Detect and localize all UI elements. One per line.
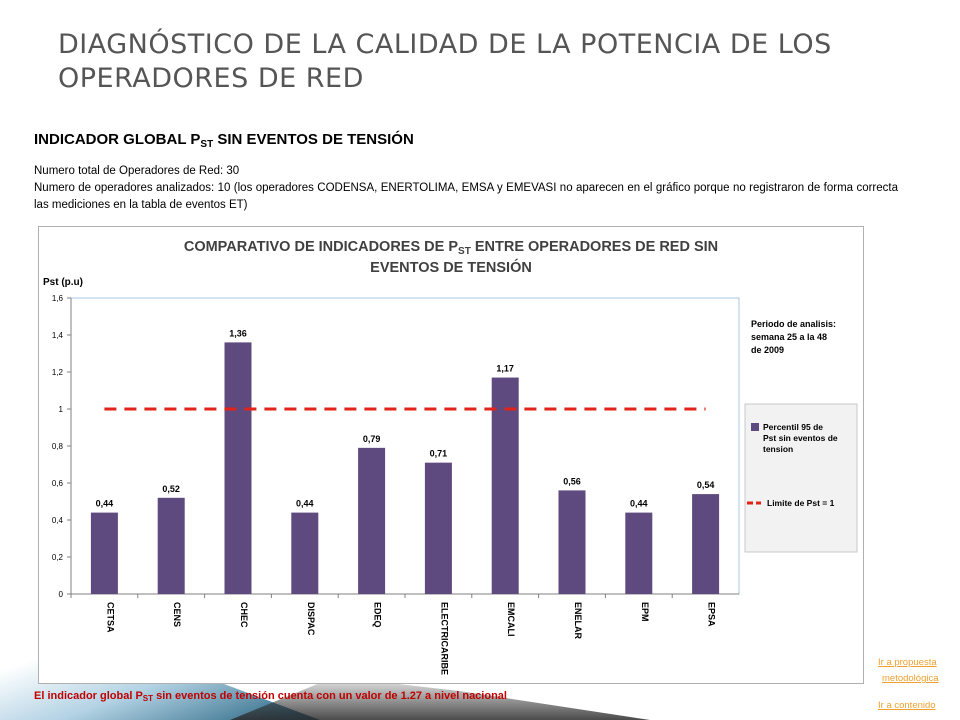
bar bbox=[90, 512, 118, 594]
bar-value-label: 0,79 bbox=[363, 434, 381, 444]
bar-value-label: 0,56 bbox=[563, 476, 581, 486]
bar-value-label: 1,36 bbox=[229, 328, 247, 338]
bar-value-label: 0,71 bbox=[430, 449, 448, 459]
bar bbox=[625, 512, 653, 594]
chart-title-prefix: COMPARATIVO DE INDICADORES DE P bbox=[184, 239, 459, 255]
period-annotation-line: de 2009 bbox=[751, 345, 784, 355]
x-category-label: CETSA bbox=[105, 602, 115, 633]
bar-value-label: 1,17 bbox=[496, 364, 514, 374]
y-tick-label: 0 bbox=[59, 590, 64, 599]
chart-title-line2: EVENTOS DE TENSIÓN bbox=[370, 258, 532, 276]
bar-value-label: 0,44 bbox=[630, 499, 648, 509]
legend-swatch-bar bbox=[751, 423, 759, 431]
legend-label-bar: Percentil 95 de bbox=[763, 422, 823, 432]
section-heading: INDICADOR GLOBAL PST SIN EVENTOS DE TENS… bbox=[34, 131, 414, 150]
page-title: DIAGNÓSTICO DE LA CALIDAD DE LA POTENCIA… bbox=[58, 29, 832, 94]
x-category-label: EPM bbox=[640, 602, 650, 622]
chart-title-subscript: ST bbox=[458, 246, 471, 257]
chart-container: COMPARATIVO DE INDICADORES DE PST ENTRE … bbox=[38, 226, 864, 684]
info-text: Numero total de Operadores de Red: 30 Nu… bbox=[34, 163, 898, 214]
bar-value-label: 0,44 bbox=[296, 499, 314, 509]
chart-title-line1: COMPARATIVO DE INDICADORES DE PST ENTRE … bbox=[184, 239, 718, 257]
bar bbox=[692, 494, 720, 594]
y-tick-label: 0,6 bbox=[52, 479, 64, 488]
bar-value-label: 0,52 bbox=[162, 484, 180, 494]
legend-label-bar: tension bbox=[763, 444, 793, 454]
bar-value-label: 0,44 bbox=[96, 499, 114, 509]
bar-value-label: 0,54 bbox=[697, 480, 715, 490]
x-category-label: ENELAR bbox=[573, 602, 583, 640]
bar bbox=[491, 377, 519, 594]
legend-box bbox=[744, 403, 858, 553]
y-tick-label: 0,2 bbox=[52, 553, 64, 562]
y-tick-label: 1,4 bbox=[52, 331, 64, 340]
bar bbox=[558, 490, 586, 594]
footnote-prefix: El indicador global P bbox=[34, 690, 143, 702]
y-tick-label: 1,6 bbox=[52, 294, 64, 303]
bar bbox=[224, 342, 252, 594]
legend-label-limit: Limite de Pst = 1 bbox=[767, 498, 835, 508]
link-propuesta-metodologica-line1[interactable]: Ir a propuesta bbox=[878, 657, 937, 668]
y-axis-label: Pst (p.u) bbox=[43, 277, 83, 288]
x-category-label: DISPAC bbox=[306, 602, 316, 636]
footnote-subscript: ST bbox=[142, 694, 154, 703]
bar bbox=[358, 447, 386, 594]
bar bbox=[424, 462, 452, 594]
x-category-label: ELECTRICARIBE bbox=[439, 602, 449, 675]
y-tick-label: 0,8 bbox=[52, 442, 64, 451]
footnote: El indicador global PST sin eventos de t… bbox=[34, 690, 507, 703]
period-annotation-line: semana 25 a la 48 bbox=[751, 332, 827, 342]
info-analyzed-operators: Numero de operadores analizados: 10 (los… bbox=[34, 182, 898, 211]
period-annotation-line: Periodo de analisis: bbox=[751, 319, 836, 329]
y-tick-label: 1,2 bbox=[52, 368, 64, 377]
section-heading-prefix: INDICADOR GLOBAL P bbox=[34, 131, 201, 148]
link-ir-a-contenido[interactable]: Ir a contenido bbox=[878, 700, 936, 711]
footnote-suffix: sin eventos de tensión cuenta con un val… bbox=[153, 690, 507, 702]
section-heading-suffix: SIN EVENTOS DE TENSIÓN bbox=[213, 131, 414, 148]
info-total-operators: Numero total de Operadores de Red: 30 bbox=[34, 165, 240, 177]
bar bbox=[157, 497, 185, 594]
x-category-label: CHEC bbox=[239, 602, 249, 628]
x-category-label: EPSA bbox=[707, 602, 717, 627]
chart-title-suffix: ENTRE OPERADORES DE RED SIN bbox=[471, 239, 718, 255]
bar-chart: COMPARATIVO DE INDICADORES DE PST ENTRE … bbox=[43, 239, 858, 675]
y-tick-label: 0,4 bbox=[52, 516, 64, 525]
link-propuesta-metodologica-line2[interactable]: metodológica bbox=[882, 673, 939, 684]
x-category-label: EMCALI bbox=[506, 602, 516, 637]
legend-label-bar: Pst sin eventos de bbox=[763, 433, 838, 443]
x-category-label: EDEQ bbox=[373, 602, 383, 628]
bar bbox=[291, 512, 319, 594]
section-heading-subscript: ST bbox=[200, 139, 214, 150]
y-tick-label: 1 bbox=[59, 405, 64, 414]
x-category-label: CENS bbox=[172, 602, 182, 627]
